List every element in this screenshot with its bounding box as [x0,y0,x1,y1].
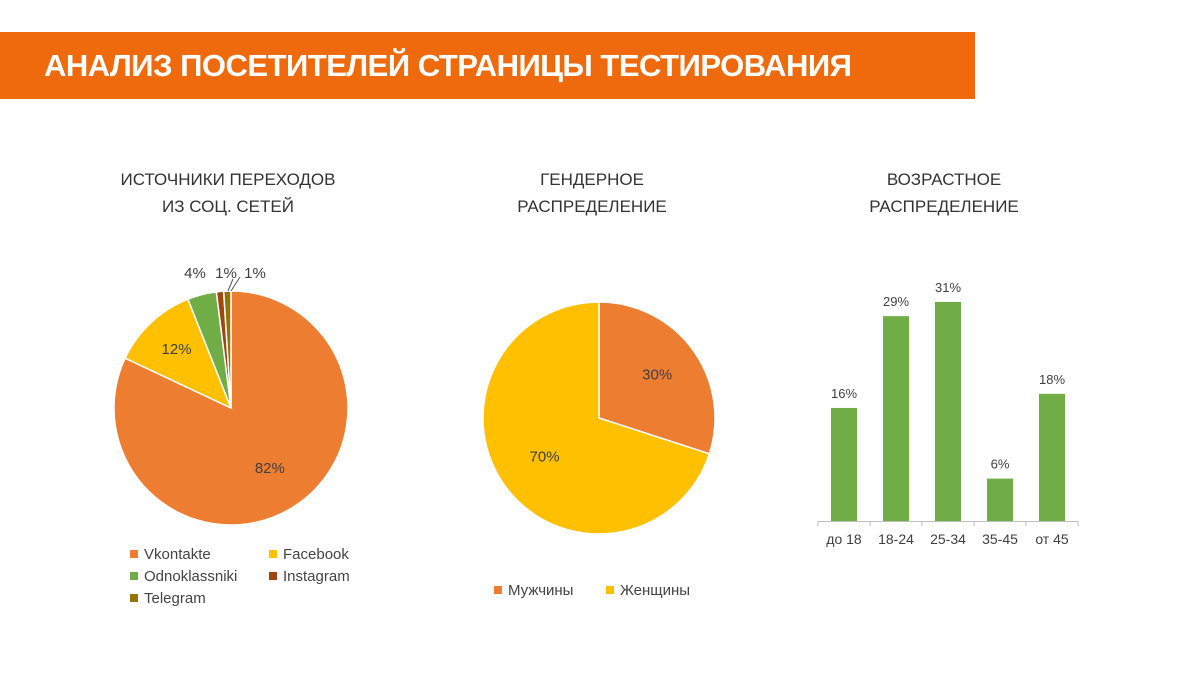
legend-label-vkontakte: Vkontakte [144,546,211,563]
gender-title-line-1: ГЕНДЕРНОЕ [540,170,644,189]
age-title-line-1: ВОЗРАСТНОЕ [886,170,1002,189]
age-value-label-4: 18% [1039,372,1065,387]
sources-label-telegram: 1% [244,265,266,282]
page-title: АНАЛИЗ ПОСЕТИТЕЛЕЙ СТРАНИЦЫ ТЕСТИРОВАНИЯ [44,48,852,83]
legend-item-men: Мужчины [494,582,573,599]
age-value-label-2: 31% [935,280,961,295]
sources-label-instagram: 1% [215,265,237,282]
gender-chart-title: ГЕНДЕРНОЕ РАСПРЕДЕЛЕНИЕ [462,166,722,220]
gender-slice-женщины [482,301,711,535]
age-bar-4 [1039,393,1065,521]
legend-label-telegram: Telegram [144,590,206,607]
age-bars [831,302,1065,521]
sources-label-vkontakte: 82% [255,460,285,477]
age-value-label-3: 6% [991,457,1010,472]
legend-swatch-vkontakte [130,550,138,559]
legend-swatch-women [606,586,614,595]
sources-leader-line-telegram [230,276,241,292]
sources-slice-facebook [124,298,233,410]
gender-label-мужчины: 30% [642,367,672,384]
legend-swatch-odnoklassniki [130,572,138,581]
gender-slice-мужчины [598,301,716,455]
sources-label-odnoklassniki: 4% [184,265,206,282]
legend-item-women: Женщины [606,582,690,599]
age-chart-title: ВОЗРАСТНОЕ РАСПРЕДЕЛЕНИЕ [814,166,1074,220]
age-bar-3 [987,478,1013,521]
age-category-label-4: от 45 [1035,531,1069,547]
age-category-label-3: 35-45 [982,531,1018,547]
age-value-label-1: 29% [883,294,909,309]
legend-label-instagram: Instagram [283,568,350,585]
legend-swatch-instagram [269,572,277,581]
header-banner: АНАЛИЗ ПОСЕТИТЕЛЕЙ СТРАНИЦЫ ТЕСТИРОВАНИЯ [0,32,975,99]
age-category-label-0: до 18 [826,531,862,547]
age-bar-1 [883,316,909,521]
age-bar-2 [935,302,961,521]
sources-leader-line-instagram [227,278,234,292]
sources-pie-chart: 82% 12% 4% 1% 1% [113,265,349,526]
legend-label-women: Женщины [620,582,691,599]
legend-label-facebook: Facebook [283,546,349,563]
gender-legend: Мужчины Женщины [494,582,734,606]
age-category-label-2: 25-34 [930,531,966,547]
sources-label-facebook: 12% [162,341,192,358]
sources-title-line-1: ИСТОЧНИКИ ПЕРЕХОДОВ [120,170,336,189]
legend-swatch-men [494,586,502,595]
gender-label-женщины: 70% [530,449,560,466]
legend-swatch-facebook [269,550,277,559]
legend-item-vkontakte: Vkontakte [130,546,211,563]
gender-pie-chart: 30% 70% [482,301,716,535]
sources-legend: Vkontakte Facebook Odnoklassniki Instagr… [130,546,390,616]
legend-item-telegram: Telegram [130,590,206,607]
gender-title-line-2: РАСПРЕДЕЛЕНИЕ [517,197,667,216]
sources-slice-telegram [222,290,232,409]
legend-label-men: Мужчины [508,582,574,599]
legend-label-odnoklassniki: Odnoklassniki [144,568,238,585]
legend-item-instagram: Instagram [269,568,350,585]
sources-title-line-2: ИЗ СОЦ. СЕТЕЙ [162,197,294,216]
legend-swatch-telegram [130,594,138,603]
legend-item-facebook: Facebook [269,546,349,563]
age-bar-0 [831,407,857,521]
sources-chart-title: ИСТОЧНИКИ ПЕРЕХОДОВ ИЗ СОЦ. СЕТЕЙ [98,166,358,220]
age-value-label-0: 16% [831,386,857,401]
age-bar-chart: 16% до 18 29% 18-24 31% 25-34 6% 35-45 18% от 45 [817,280,1079,547]
age-category-label-1: 18-24 [878,531,914,547]
legend-item-odnoklassniki: Odnoklassniki [130,568,237,585]
age-title-line-2: РАСПРЕДЕЛЕНИЕ [869,197,1019,216]
